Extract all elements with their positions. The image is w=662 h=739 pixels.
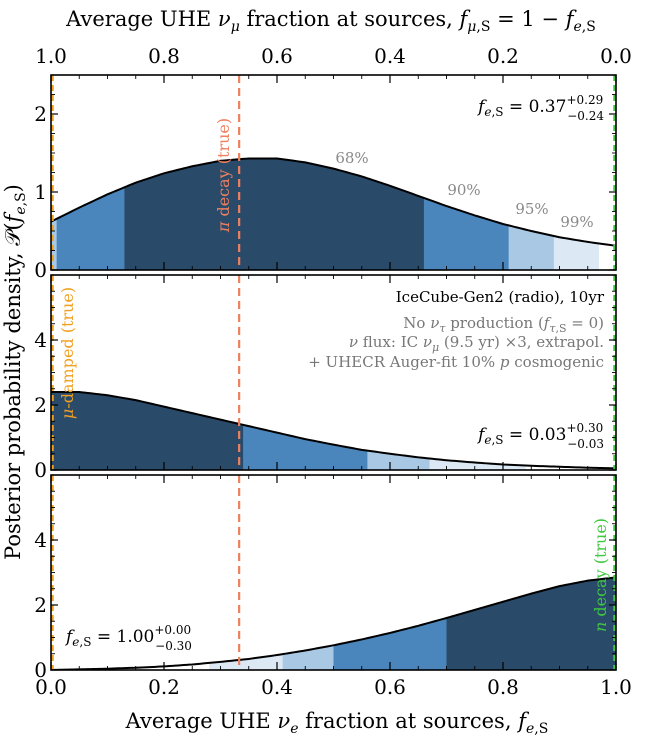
credible-region-68	[446, 577, 616, 670]
credible-region-68	[124, 158, 424, 270]
x-tick-label: 0.8	[487, 675, 519, 699]
x-tick-label: 0.0	[35, 675, 67, 699]
y-tick-label: 1	[34, 180, 47, 204]
y-axis-title: Posterior probability density, 𝒫(fe,S)	[1, 184, 29, 560]
top-tick-label: 0.0	[600, 44, 632, 68]
density-curve	[51, 576, 616, 670]
result-panel-3: fe,S = 1.00+0.00 −0.30	[64, 623, 192, 653]
x-tick-label: 0.4	[261, 675, 293, 699]
top-tick-label: 0.6	[261, 44, 293, 68]
panel-2-title: IceCube-Gen2 (radio), 10yr	[396, 288, 605, 306]
density-curve	[51, 391, 616, 470]
true-label-n: n decay (true)	[591, 518, 610, 632]
panel-1-plot	[51, 157, 616, 270]
top-axis-title: Average UHE νμ fraction at sources, fμ,S…	[65, 7, 596, 35]
y-tick-label: 2	[34, 102, 47, 126]
x-axis-title: Average UHE νe fraction at sources, fe,S	[125, 709, 549, 737]
y-tick-label: 0	[34, 458, 47, 482]
panel-3-plot	[51, 576, 616, 670]
region-label-99: 99%	[560, 213, 593, 231]
true-label-mu: μ-damped (true)	[58, 287, 77, 419]
result-panel-1: fe,S = 0.37+0.29 −0.24	[476, 93, 604, 123]
note-uhecr: + UHECR Auger-fit 10% p cosmogenic	[308, 353, 604, 371]
x-tick-label: 1.0	[600, 675, 632, 699]
top-tick-label: 0.8	[148, 44, 180, 68]
region-label-95: 95%	[515, 200, 548, 218]
note-tau: No ντ production (fτ,S = 0)	[403, 314, 604, 335]
true-label-pi: π decay (true)	[214, 118, 233, 233]
top-tick-label: 0.4	[374, 44, 406, 68]
y-tick-label: 2	[34, 393, 47, 417]
x-tick-label: 0.2	[148, 675, 180, 699]
y-tick-label: 0	[34, 658, 47, 682]
y-tick-label: 4	[34, 528, 47, 552]
panel-2-plot	[51, 391, 616, 470]
top-tick-label: 1.0	[35, 44, 67, 68]
region-label-90: 90%	[447, 181, 480, 199]
note-flux: ν flux: IC νμ (9.5 yr) ×3, extrapol.	[349, 333, 604, 354]
result-panel-2: fe,S = 0.03+0.30 −0.03	[476, 421, 604, 451]
credible-region-68	[51, 392, 244, 470]
top-tick-label: 0.2	[487, 44, 519, 68]
y-tick-label: 0	[34, 258, 47, 282]
y-tick-label: 2	[34, 593, 47, 617]
x-tick-label: 0.6	[374, 675, 406, 699]
density-curve	[51, 157, 616, 247]
region-label-68: 68%	[335, 149, 368, 167]
y-tick-label: 4	[34, 328, 47, 352]
